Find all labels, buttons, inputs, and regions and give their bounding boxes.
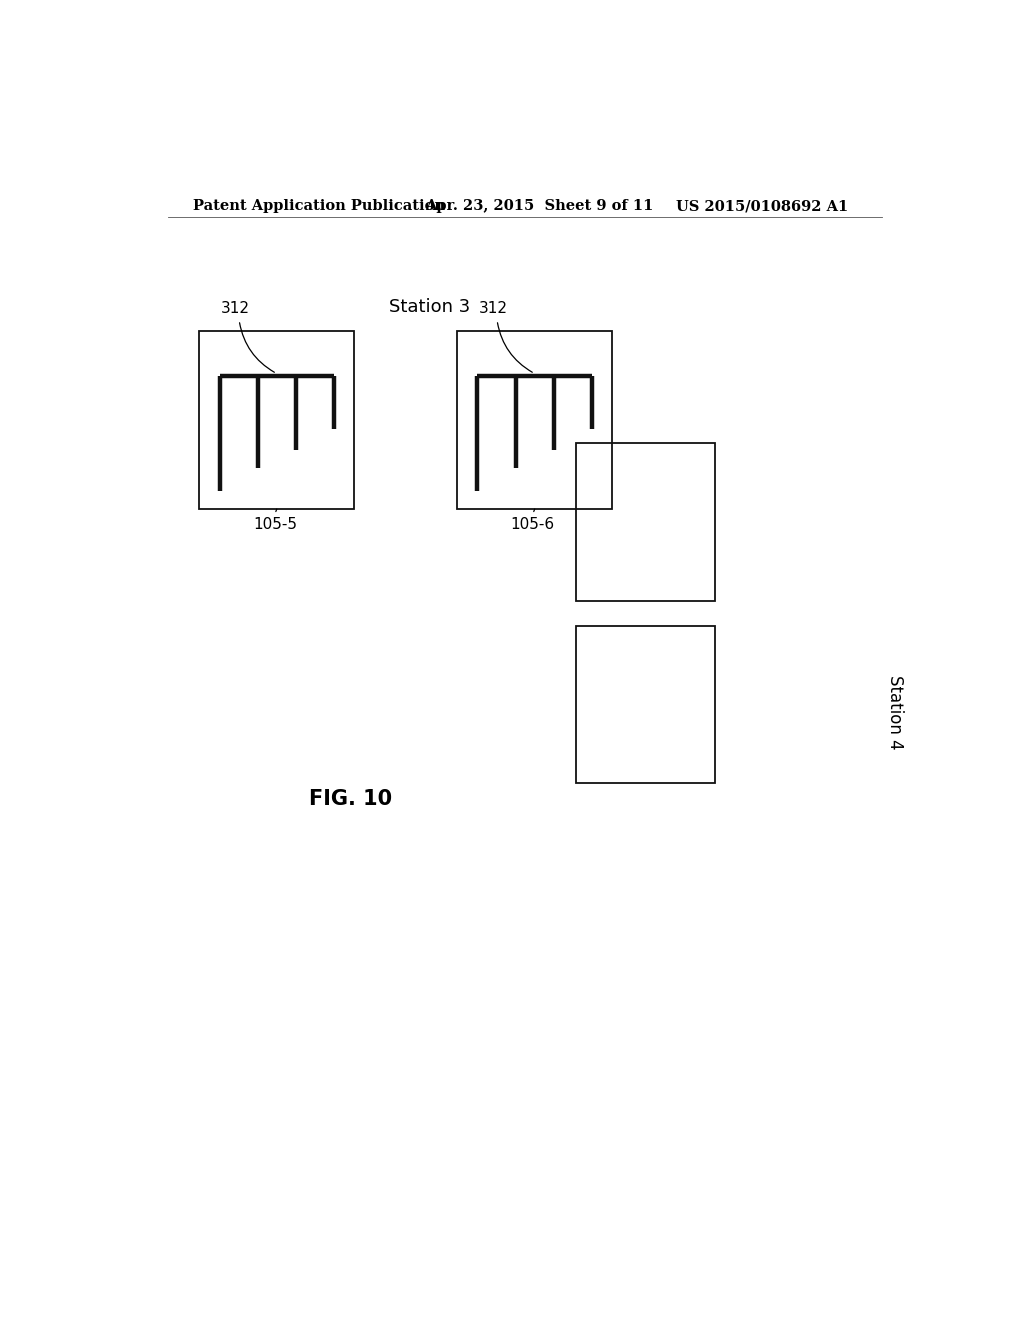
Text: 105-6: 105-6 <box>511 517 555 532</box>
Text: Station 3: Station 3 <box>389 298 470 315</box>
Bar <box>577 444 716 601</box>
Bar <box>200 331 354 510</box>
Text: FIG. 10: FIG. 10 <box>308 789 392 809</box>
Text: Patent Application Publication: Patent Application Publication <box>194 199 445 213</box>
Text: Station 4: Station 4 <box>886 675 904 750</box>
Text: 312: 312 <box>478 301 508 315</box>
Text: US 2015/0108692 A1: US 2015/0108692 A1 <box>676 199 848 213</box>
Text: 105-5: 105-5 <box>253 517 297 532</box>
Bar <box>577 626 716 784</box>
Text: Apr. 23, 2015  Sheet 9 of 11: Apr. 23, 2015 Sheet 9 of 11 <box>426 199 654 213</box>
Bar <box>458 331 612 510</box>
Text: 312: 312 <box>220 301 250 315</box>
